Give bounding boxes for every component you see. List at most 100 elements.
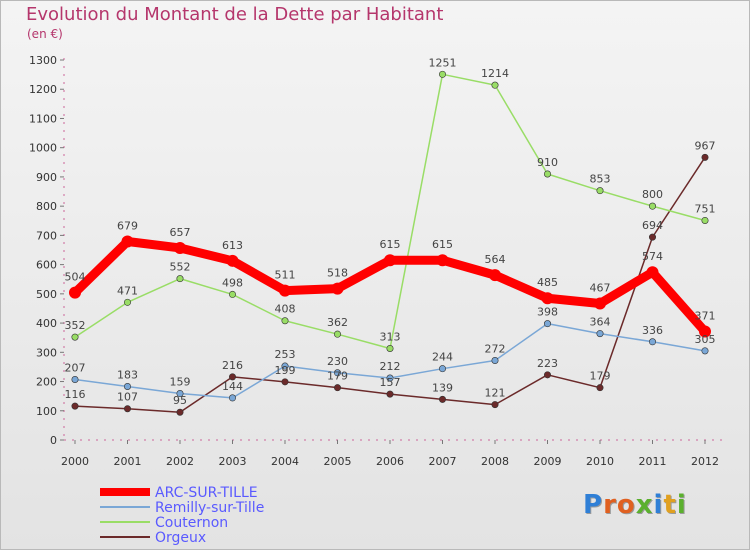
data-labels: 116 107 95 216 199 179 157 139 121 223 179 694 967 35… [65, 56, 716, 407]
x-tick-label: 2005 [324, 455, 352, 468]
data-point [69, 286, 81, 299]
data-label: 504 [65, 271, 86, 284]
y-tick-label: 1100 [29, 112, 57, 125]
data-label: 751 [695, 202, 716, 215]
data-point [648, 338, 656, 346]
data-point [438, 70, 446, 78]
data-point [596, 187, 604, 195]
data-point [386, 374, 394, 382]
data-point [491, 401, 499, 409]
logo-letter: i [653, 490, 664, 520]
data-point [491, 356, 499, 364]
legend: ARC-SUR-TILLERemilly-sur-TilleCouternonO… [100, 485, 264, 546]
data-point [699, 325, 711, 338]
data-label: 207 [65, 361, 86, 374]
x-tick-label: 2000 [61, 455, 89, 468]
data-label: 853 [590, 173, 611, 186]
series-line-3 [74, 156, 706, 413]
data-label: 564 [485, 253, 506, 266]
axes: 0 100 200 300 400 500 600 700 800 900 1000 1100 1200… [29, 54, 727, 468]
data-point [121, 235, 134, 248]
series-line-2 [74, 73, 706, 350]
data-label: 467 [590, 281, 611, 294]
x-tick-label: 2010 [586, 455, 614, 468]
data-point [331, 282, 344, 295]
data-label: 498 [222, 276, 243, 289]
data-point [701, 153, 709, 161]
data-point [543, 170, 551, 178]
logo-letter: i [676, 490, 687, 520]
logo-letter: r [603, 490, 617, 520]
data-label: 574 [642, 250, 663, 263]
data-point [648, 202, 656, 210]
x-tick-label: 2011 [639, 455, 667, 468]
data-label: 1251 [429, 56, 457, 69]
data-label: 362 [327, 316, 348, 329]
x-tick-label: 2003 [219, 455, 247, 468]
data-label: 95 [173, 394, 187, 407]
y-tick-label: 1300 [29, 54, 57, 67]
data-label: 511 [275, 269, 296, 282]
y-tick-label: 100 [36, 405, 57, 418]
data-label: 679 [117, 220, 138, 233]
data-point [279, 284, 291, 297]
data-label: 305 [695, 333, 716, 346]
data-label: 253 [275, 348, 296, 361]
data-point [436, 254, 449, 267]
data-point [281, 317, 289, 325]
logo-letter: t [663, 490, 677, 520]
data-label: 139 [432, 381, 453, 394]
data-point [124, 383, 132, 391]
data-point [543, 371, 551, 379]
data-point [701, 216, 709, 224]
data-point [543, 320, 551, 328]
data-point [281, 378, 289, 386]
data-point [229, 373, 237, 381]
x-tick-label: 2001 [114, 455, 142, 468]
data-label: 613 [222, 239, 243, 252]
data-label: 615 [432, 238, 453, 251]
x-tick-label: 2004 [271, 455, 299, 468]
data-point [386, 345, 394, 353]
data-point [333, 369, 341, 377]
y-tick-label: 900 [36, 171, 57, 184]
data-point [226, 254, 239, 267]
data-label: 199 [275, 364, 296, 377]
data-label: 244 [432, 351, 453, 364]
data-label: 336 [642, 324, 663, 337]
data-label: 471 [117, 284, 138, 297]
data-label: 371 [695, 310, 716, 323]
data-point [229, 290, 237, 298]
data-label: 485 [537, 276, 558, 289]
data-point [386, 390, 394, 398]
data-point [176, 275, 184, 283]
data-point [176, 390, 184, 398]
x-tick-label: 2007 [429, 455, 457, 468]
y-tick-label: 400 [36, 317, 57, 330]
data-point [596, 384, 604, 392]
data-label: 212 [380, 360, 401, 373]
data-label: 216 [222, 359, 243, 372]
y-tick-label: 500 [36, 288, 57, 301]
data-label: 179 [327, 370, 348, 383]
data-point [489, 269, 501, 282]
data-point [333, 384, 341, 392]
y-tick-label: 300 [36, 346, 57, 359]
data-label: 657 [170, 226, 191, 239]
data-label: 408 [275, 303, 296, 316]
data-point [384, 254, 396, 267]
data-point [438, 365, 446, 373]
data-point [541, 292, 554, 305]
data-label: 398 [537, 306, 558, 319]
data-point [333, 330, 341, 338]
data-label: 518 [327, 267, 348, 280]
data-label: 183 [117, 369, 138, 382]
x-tick-label: 2009 [534, 455, 562, 468]
y-tick-label: 1000 [29, 142, 57, 155]
data-label: 157 [380, 376, 401, 389]
data-label: 910 [537, 156, 558, 169]
data-label: 116 [65, 388, 86, 401]
data-label: 967 [695, 139, 716, 152]
y-tick-label: 0 [50, 434, 57, 447]
